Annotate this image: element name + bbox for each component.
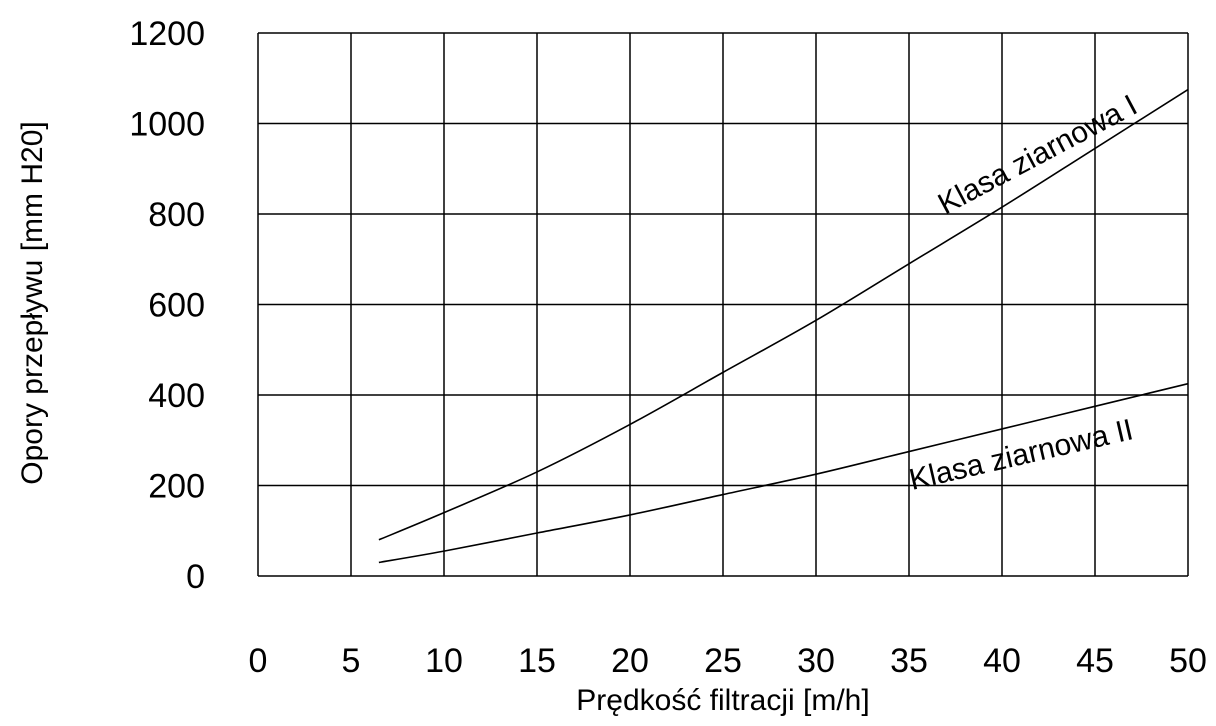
y-tick-label: 600 bbox=[148, 287, 205, 325]
x-tick-label: 10 bbox=[425, 642, 463, 680]
x-tick-label: 20 bbox=[611, 642, 649, 680]
y-tick-label: 200 bbox=[148, 468, 205, 506]
series-label-klasa-2: Klasa ziarnowa II bbox=[906, 413, 1136, 497]
x-tick-label: 25 bbox=[704, 642, 742, 680]
x-tick-label: 15 bbox=[518, 642, 556, 680]
y-tick-label: 800 bbox=[148, 196, 205, 234]
x-tick-labels: 0 5 10 15 20 25 30 35 40 45 50 bbox=[249, 642, 1207, 680]
y-tick-label: 1200 bbox=[129, 15, 205, 53]
x-tick-label: 50 bbox=[1169, 642, 1207, 680]
y-axis-label: Opory przepływu [mm H20] bbox=[16, 121, 49, 484]
y-tick-labels: 0 200 400 600 800 1000 1200 bbox=[129, 15, 205, 596]
grid bbox=[257, 32, 1189, 577]
curves bbox=[378, 88, 1189, 564]
x-tick-label: 40 bbox=[983, 642, 1021, 680]
series-line-1 bbox=[378, 88, 1189, 541]
x-tick-label: 35 bbox=[890, 642, 928, 680]
y-tick-label: 400 bbox=[148, 377, 205, 415]
series-label-klasa-1: Klasa ziarnowa I bbox=[933, 89, 1143, 221]
x-axis-label: Prędkość filtracji [m/h] bbox=[576, 684, 869, 717]
x-tick-label: 0 bbox=[249, 642, 268, 680]
series-line-2 bbox=[378, 382, 1189, 564]
x-tick-label: 45 bbox=[1076, 642, 1114, 680]
x-tick-label: 30 bbox=[797, 642, 835, 680]
y-tick-label: 1000 bbox=[129, 106, 205, 144]
y-tick-label: 0 bbox=[186, 558, 205, 596]
x-tick-label: 5 bbox=[342, 642, 361, 680]
